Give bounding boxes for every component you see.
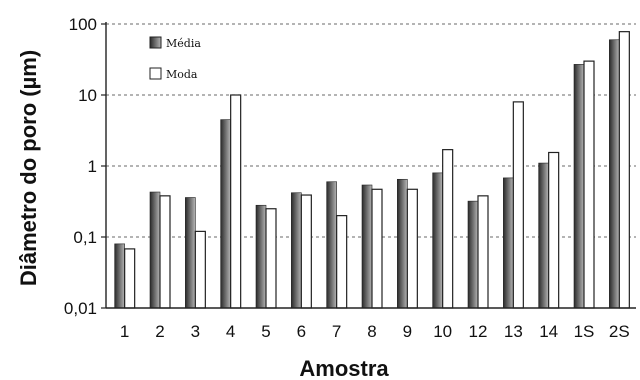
legend-label-media: Média	[166, 37, 201, 50]
y-tick-label: 100	[69, 15, 97, 34]
y-tick-labels: 0,01 0,1 1 10 100	[64, 15, 97, 318]
bar-moda	[618, 31, 630, 309]
x-tick-label: 13	[504, 322, 523, 341]
bar-moda	[371, 188, 383, 309]
x-tick-label: 4	[226, 322, 235, 341]
bar-moda	[442, 149, 454, 309]
bar-moda	[265, 208, 277, 309]
bar-moda	[583, 60, 595, 309]
bar-moda	[336, 215, 348, 309]
bar-moda	[124, 248, 136, 309]
y-axis-title: Diâmetro do poro (µm)	[16, 50, 41, 286]
x-tick-label: 2S	[609, 322, 630, 341]
bar-moda	[548, 151, 560, 309]
legend: Média Moda	[149, 36, 201, 81]
x-tick-label: 1S	[574, 322, 595, 341]
x-tick-labels: 1 2 3 4 5 6 7 8 9 10 12 13 14 1S 2S	[120, 322, 630, 341]
x-tick-label: 12	[469, 322, 488, 341]
bar-moda	[477, 195, 489, 309]
y-tick-label: 0,1	[73, 228, 97, 247]
legend-swatch-media	[149, 36, 162, 49]
x-tick-label: 1	[120, 322, 129, 341]
bar-media	[609, 39, 620, 309]
bar-media	[149, 191, 161, 309]
x-axis-title: Amostra	[299, 356, 389, 380]
y-tick-label: 0,01	[64, 299, 97, 318]
legend-label-moda: Moda	[166, 68, 198, 81]
x-tick-label: 3	[191, 322, 200, 341]
x-tick-label: 9	[403, 322, 412, 341]
bar-moda	[406, 188, 418, 309]
axes	[101, 22, 636, 309]
x-tick-label: 2	[155, 322, 164, 341]
bar-moda	[512, 101, 524, 309]
x-tick-label: 10	[433, 322, 452, 341]
bar-media	[432, 172, 443, 309]
bar-media	[114, 243, 125, 309]
bar-media	[326, 181, 337, 309]
bar-media	[255, 204, 267, 309]
bar-media	[397, 178, 408, 309]
x-tick-label: 14	[539, 322, 558, 341]
bar-moda	[300, 194, 312, 309]
bar-media	[467, 200, 479, 309]
bar-moda	[159, 195, 171, 309]
bar-moda	[230, 94, 242, 309]
legend-swatch-moda	[149, 67, 162, 80]
bar-media	[573, 64, 585, 309]
bar-media	[538, 162, 549, 309]
y-tick-label: 10	[78, 86, 97, 105]
x-tick-label: 6	[297, 322, 306, 341]
x-tick-label: 5	[261, 322, 270, 341]
x-tick-label: 8	[367, 322, 376, 341]
bar-media	[220, 119, 231, 309]
y-tick-label: 1	[88, 157, 97, 176]
x-tick-label: 7	[332, 322, 341, 341]
bar-media	[361, 184, 373, 309]
bar-media	[503, 177, 514, 309]
bar-media	[185, 197, 196, 309]
bar-moda	[194, 230, 206, 309]
bar-media	[291, 192, 302, 309]
